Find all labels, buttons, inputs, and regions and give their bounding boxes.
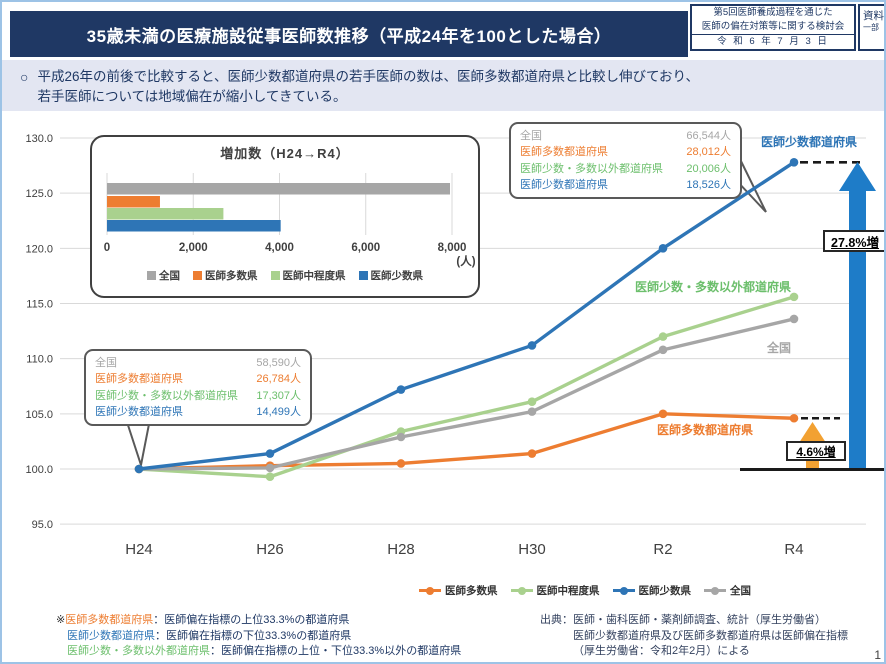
blue-increase-badge: 27.8%増 bbox=[823, 230, 884, 252]
callout-row: 全国 58,590人 bbox=[95, 357, 301, 369]
series-label-national: 全国 bbox=[767, 341, 792, 355]
document-label-box: 資料 一部 bbox=[858, 4, 884, 51]
svg-text:H24: H24 bbox=[125, 541, 153, 558]
document-label: 資料 bbox=[863, 10, 884, 22]
series-label-doctor-middle: 医師少数・多数以外都道府県 bbox=[635, 280, 792, 294]
meeting-name-line2: 医師の偏在対策等に関する検討会 bbox=[701, 20, 845, 32]
legend-item: 全国 bbox=[704, 583, 751, 598]
summary-line2: 若手医師については地域偏在が縮小してきている。 bbox=[37, 89, 347, 105]
page-title: 35歳未満の医療施設従事医師数推移（平成24年を100とした場合） bbox=[86, 26, 612, 46]
svg-text:105.0: 105.0 bbox=[25, 409, 53, 421]
svg-text:125.0: 125.0 bbox=[25, 188, 53, 200]
meeting-info-box: 第5回医師養成過程を通じた 医師の偏在対策等に関する検討会 令 和 6 年 7 … bbox=[690, 4, 856, 51]
callout-row: 医師少数・多数以外都道府県 20,006人 bbox=[520, 162, 731, 175]
svg-text:R2: R2 bbox=[653, 541, 672, 558]
increase-bar-chart: 0 2,000 4,000 6,000 8,000(人) bbox=[104, 173, 476, 268]
svg-text:H28: H28 bbox=[387, 541, 415, 558]
legend-item: 医師少数県 bbox=[612, 583, 691, 598]
legend-line-marker-icon bbox=[612, 586, 635, 595]
summary-text: 平成26年の前後で比較すると、医師少数都道府県の若手医師の数は、医師多数都道府県… bbox=[37, 67, 699, 111]
legend-swatch-icon bbox=[193, 271, 202, 280]
legend-line-marker-icon bbox=[510, 586, 533, 595]
source-line: 医師少数都道府県及び医師多数都道府県は医師偏在指標 bbox=[573, 629, 848, 642]
source-line: 出典：医師・歯科医師・薬剤師調査、統計（厚生労働省） bbox=[540, 614, 826, 626]
inset-legend-item: 医師多数県 bbox=[193, 268, 258, 283]
inset-legend-item: 全国 bbox=[147, 268, 180, 283]
footnote-line: 医師少数都道府県：医師偏在指標の下位33.3%の都道府県 bbox=[67, 629, 352, 642]
bullet-circle-icon: ○ bbox=[20, 69, 29, 85]
svg-text:110.0: 110.0 bbox=[26, 354, 53, 366]
orange-increase-badge: 4.6%増 bbox=[786, 441, 846, 461]
chart-legend: 医師多数県 医師中程度県 医師少数県 全国 bbox=[419, 583, 751, 598]
svg-text:6,000: 6,000 bbox=[351, 242, 380, 254]
meeting-date: 令 和 6 年 7 月 3 日 bbox=[692, 34, 854, 49]
footnote-line: ※医師多数都道府県：医師偏在指標の上位33.3%の都道府県 bbox=[56, 614, 350, 626]
callout-row: 全国 66,544人 bbox=[520, 130, 731, 142]
footnotes: ※医師多数都道府県：医師偏在指標の上位33.3%の都道府県医師少数都道府県：医師… bbox=[56, 613, 461, 660]
inset-chart-legend: 全国 医師多数県 医師中程度県 医師少数県 bbox=[92, 268, 478, 283]
increase-bar-chart-box: 増加数（H24→R4） 0 2,000 4,000 6,000 8,000 (人) 全国医… bbox=[90, 135, 480, 298]
inset-chart-title: 増加数（H24→R4） bbox=[220, 146, 350, 161]
inset-legend-item: 医師中程度県 bbox=[270, 268, 346, 283]
legend-line-marker-icon bbox=[419, 586, 441, 595]
svg-text:115.0: 115.0 bbox=[26, 299, 53, 311]
svg-text:2,000: 2,000 bbox=[179, 242, 208, 254]
footnote-line: 医師少数・多数以外都道府県：医師偏在指標の上位・下位33.3%以外の都道府県 bbox=[67, 645, 462, 657]
svg-text:100.0: 100.0 bbox=[25, 464, 53, 476]
legend-swatch-icon bbox=[358, 271, 368, 280]
callout-r4-values: 全国 66,544人 医師多数都道府県 28,012人 医師少数・多数以外都道府県 20,… bbox=[509, 122, 742, 200]
summary-line1: 平成26年の前後で比較すると、医師少数都道府県の若手医師の数は、医師多数都道府県… bbox=[37, 69, 699, 84]
legend-item: 医師中程度県 bbox=[510, 583, 600, 598]
legend-swatch-icon bbox=[147, 271, 156, 280]
svg-text:4,000: 4,000 bbox=[265, 242, 294, 254]
callout-row: 医師少数都道府県 18,526人 bbox=[520, 178, 731, 191]
meeting-name-line1: 第5回医師養成過程を通じた bbox=[713, 7, 833, 18]
svg-text:H30: H30 bbox=[518, 541, 546, 558]
legend-swatch-icon bbox=[270, 271, 280, 280]
series-label-doctor-few: 医師少数都道府県 bbox=[761, 135, 858, 149]
callout-row: 医師少数・多数以外都道府県 17,307人 bbox=[95, 389, 301, 402]
source-line: （厚生労働省：令和2年2月）による bbox=[573, 645, 750, 657]
title-bar: 35歳未満の医療施設従事医師数推移（平成24年を100とした場合） bbox=[10, 11, 688, 57]
summary-banner: ○ 平成26年の前後で比較すると、医師少数都道府県の若手医師の数は、医師多数都道… bbox=[2, 60, 884, 111]
svg-text:0: 0 bbox=[104, 242, 110, 254]
svg-text:120.0: 120.0 bbox=[25, 243, 53, 255]
callout-row: 医師少数都道府県 14,499人 bbox=[95, 405, 301, 418]
svg-text:H26: H26 bbox=[256, 541, 284, 558]
callout-h24-values: 全国 58,590人 医師多数都道府県 26,784人 医師少数・多数以外都道府県 17,… bbox=[84, 349, 312, 427]
svg-text:8,000: 8,000 bbox=[438, 242, 467, 254]
document-sublabel: 一部 bbox=[863, 22, 879, 32]
legend-line-marker-icon bbox=[704, 586, 726, 595]
page-number: 1 bbox=[874, 648, 881, 662]
svg-text:130.0: 130.0 bbox=[25, 133, 53, 145]
inset-legend-item: 医師少数県 bbox=[358, 268, 423, 283]
callout-row: 医師多数都道府県 26,784人 bbox=[95, 373, 301, 386]
source-citation: 出典：医師・歯科医師・薬剤師調査、統計（厚生労働省） 医師少数都道府県及び医師多数… bbox=[540, 613, 848, 660]
svg-text:(人): (人) bbox=[456, 254, 475, 268]
legend-item: 医師多数県 bbox=[419, 583, 498, 598]
callout-row: 医師多数都道府県 28,012人 bbox=[520, 146, 731, 159]
svg-text:R4: R4 bbox=[784, 541, 803, 558]
series-label-doctor-many: 医師多数都道府県 bbox=[657, 423, 754, 437]
svg-text:95.0: 95.0 bbox=[32, 519, 53, 531]
